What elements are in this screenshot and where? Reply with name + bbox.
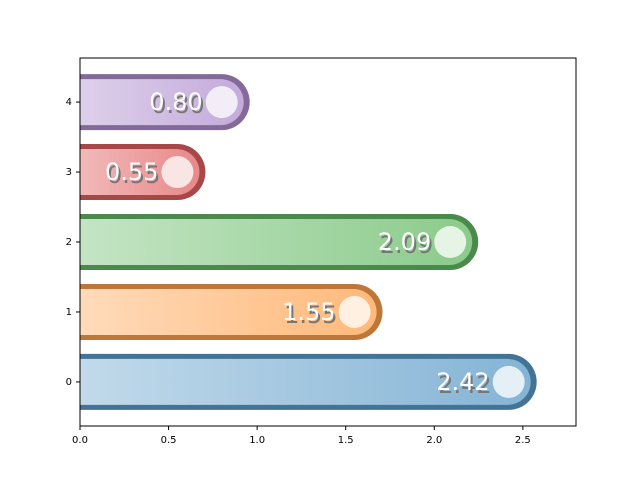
x-tick-label: 0.5 — [161, 435, 177, 446]
bar-end-knob — [338, 295, 371, 328]
plot-area: 2.422.421.551.552.092.090.550.550.800.80 — [80, 74, 537, 410]
y-tick-label: 3 — [66, 167, 72, 178]
y-tick-label: 2 — [66, 237, 72, 248]
value-label-shadow: 0.55 — [107, 161, 160, 189]
x-tick-label: 0.0 — [72, 435, 88, 446]
x-tick-label: 1.0 — [249, 435, 265, 446]
value-label-shadow: 0.80 — [151, 91, 204, 119]
x-tick-label: 2.0 — [426, 435, 442, 446]
bar — [80, 79, 244, 126]
bar — [80, 219, 473, 265]
y-tick-label: 4 — [66, 97, 72, 108]
value-label-shadow: 2.09 — [380, 231, 433, 259]
x-tick-label: 2.5 — [515, 435, 531, 446]
value-label-shadow: 2.42 — [438, 371, 491, 399]
bar-end-knob — [492, 365, 525, 398]
value-label: 2.42 — [436, 368, 489, 396]
bar — [80, 358, 531, 405]
value-label: 1.55 — [282, 298, 335, 326]
bar — [80, 288, 377, 335]
value-label: 0.55 — [105, 158, 158, 186]
value-label: 2.09 — [378, 228, 431, 256]
bar-end-knob — [205, 86, 238, 119]
value-label-shadow: 1.55 — [284, 301, 337, 329]
value-label: 0.80 — [149, 88, 202, 116]
bar-end-knob — [434, 226, 467, 258]
bar-end-knob — [161, 156, 194, 189]
x-tick-label: 1.5 — [338, 435, 354, 446]
y-tick-label: 0 — [66, 377, 72, 388]
y-tick-label: 1 — [66, 307, 72, 318]
